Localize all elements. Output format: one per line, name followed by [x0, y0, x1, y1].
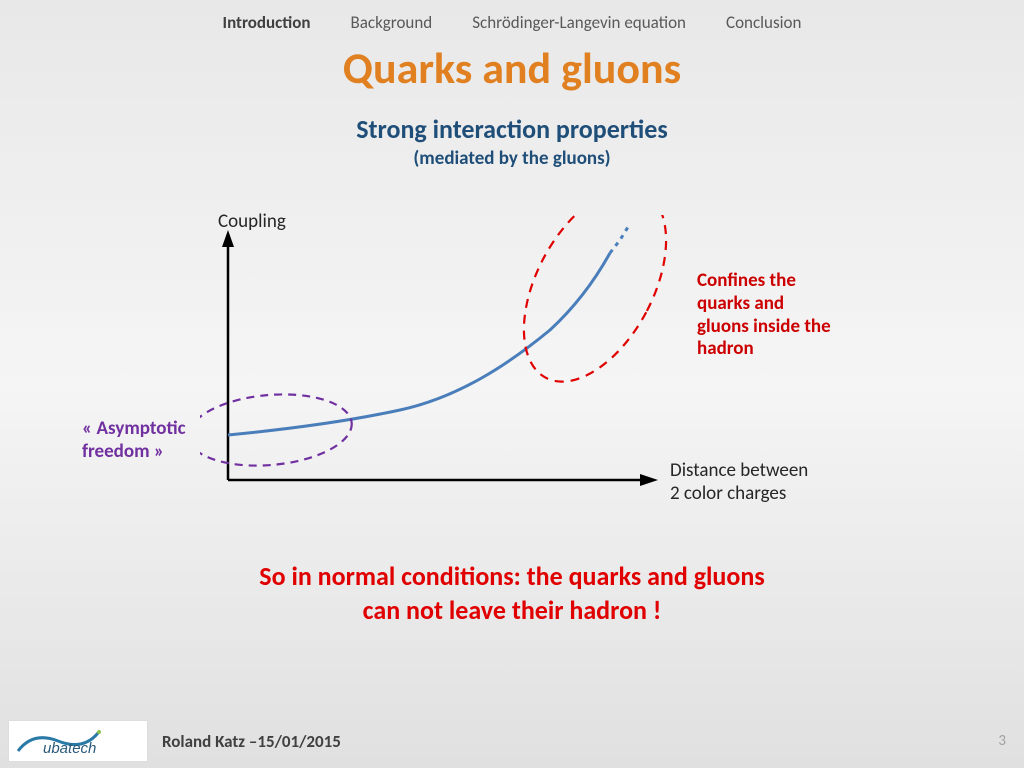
nav-introduction[interactable]: Introduction [223, 12, 311, 33]
conclusion-text: So in normal conditions: the quarks and … [0, 560, 1024, 628]
slide-subtitle: Strong interaction properties [0, 113, 1024, 145]
page-number: 3 [998, 732, 1006, 750]
x-axis-label: Distance between 2 color charges [670, 460, 808, 506]
author-date: Roland Katz –15/01/2015 [162, 731, 341, 752]
svg-text:ubatech: ubatech [43, 740, 96, 757]
nav-background[interactable]: Background [351, 12, 433, 33]
nav-schrodinger[interactable]: Schrödinger-Langevin equation [472, 12, 686, 33]
confinement-label: Confines the quarks and gluons inside th… [697, 270, 837, 361]
asymptotic-freedom-label: « Asymptotic freedom » [82, 418, 186, 464]
nav-conclusion[interactable]: Conclusion [726, 12, 801, 33]
slide-subtitle-paren: (mediated by the gluons) [0, 147, 1024, 170]
subatech-logo: ubatech [8, 720, 148, 762]
slide-title: Quarks and gluons [0, 41, 1024, 95]
footer: ubatech Roland Katz –15/01/2015 [0, 714, 1024, 768]
nav-tabs: Introduction Background Schrödinger-Lang… [0, 0, 1024, 33]
